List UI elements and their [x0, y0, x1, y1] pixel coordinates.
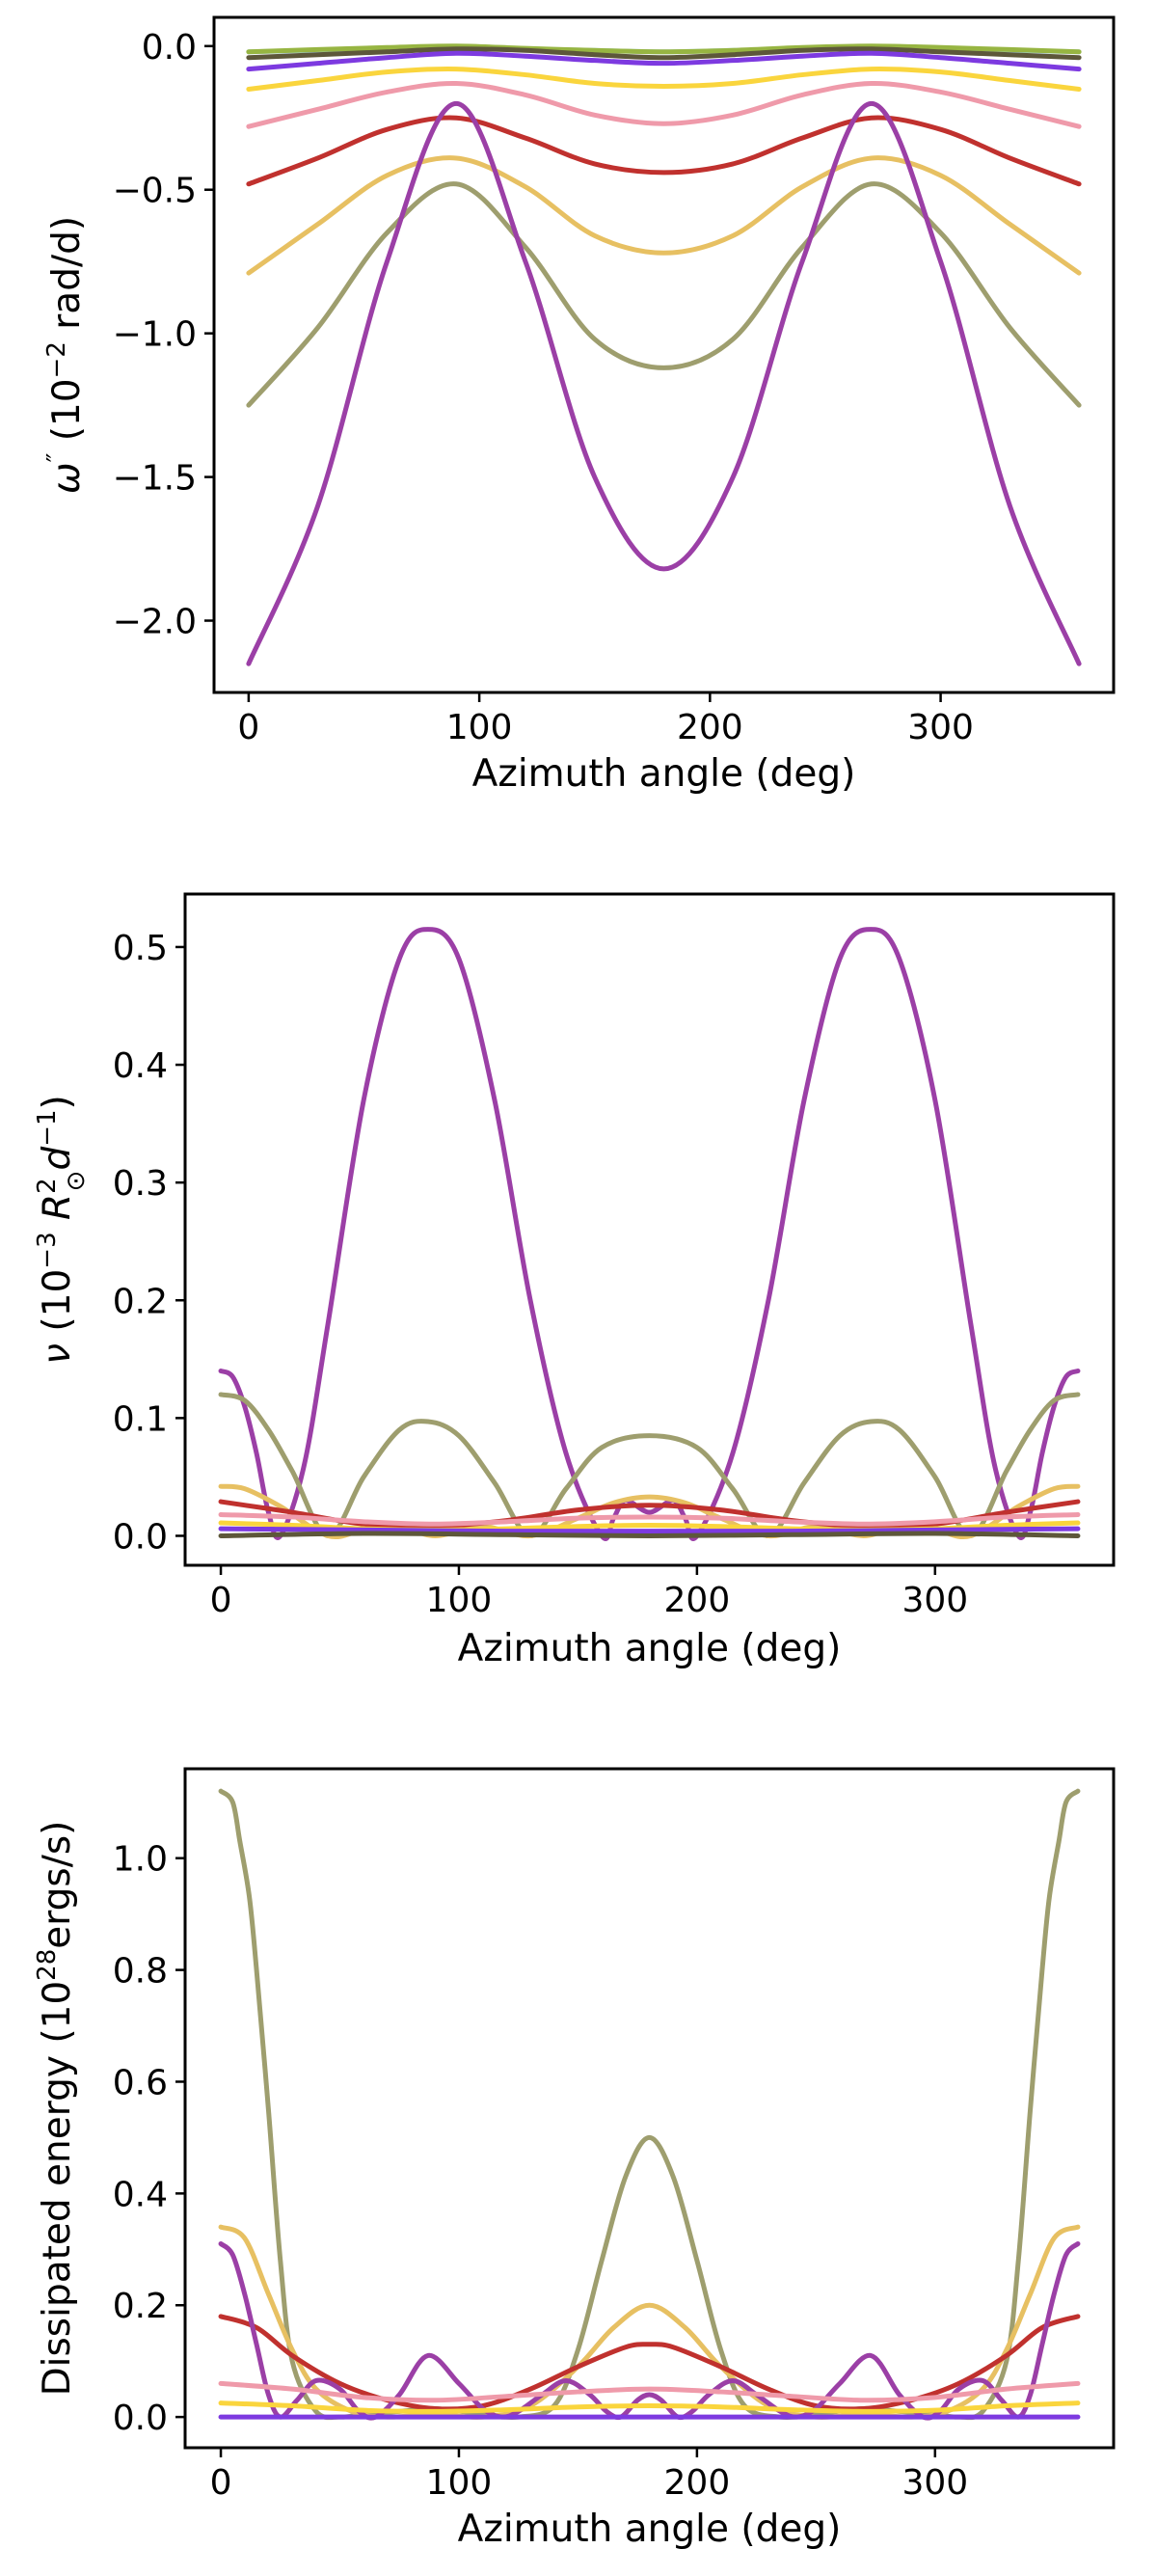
series-group [218, 927, 1081, 1541]
y-tick-label: 0.0 [113, 2399, 168, 2438]
x-tick-label: 300 [901, 1581, 968, 1620]
series-line-violet [218, 1526, 1081, 1534]
x-tick-label: 300 [901, 2463, 968, 2503]
series-line-gold [218, 2400, 1081, 2414]
y-tick-label: 0.2 [113, 1282, 168, 1321]
y-tick-label: 1.0 [113, 1840, 168, 1880]
series-line-olive [246, 181, 1082, 408]
y-tick-label: 0.6 [113, 2063, 168, 2102]
series-line-tan [218, 2224, 1081, 2420]
x-tick-label: 100 [426, 2463, 493, 2503]
y-tick-label: −0.5 [113, 172, 197, 211]
y-axis-label: ν (10−3 R2⊙d−1) [33, 1095, 91, 1365]
y-tick-label: 0.4 [113, 2175, 168, 2214]
x-tick-label: 100 [426, 1581, 493, 1620]
y-tick-label: −1.5 [113, 459, 197, 499]
y-axis-label: ω″ (10−2 rad/d) [42, 216, 89, 494]
x-axis-label: Azimuth angle (deg) [458, 1627, 842, 1670]
y-tick-label: 0.5 [113, 929, 168, 968]
x-tick-label: 200 [664, 2463, 731, 2503]
series-line-purple [218, 2241, 1081, 2421]
series-line-red [246, 115, 1082, 187]
series-group [246, 43, 1082, 666]
x-axis-label: Azimuth angle (deg) [458, 2508, 842, 2551]
series-line-pink [218, 2380, 1081, 2403]
y-tick-label: −1.0 [113, 315, 197, 355]
series-line-olive [218, 1788, 1081, 2421]
series-line-pink [246, 81, 1082, 129]
x-tick-label: 100 [446, 708, 513, 747]
series-line-darkolive [218, 1531, 1081, 1538]
series-line-gold [246, 67, 1082, 92]
y-tick-label: 0.3 [113, 1164, 168, 1204]
series-line-lightgreen [246, 43, 1082, 55]
chart-3: 0 100 200 300 0.0 0.2 0.4 0.6 0.8 1.0 Azimuth angl… [33, 1767, 1116, 2551]
x-tick-label: 0 [210, 2463, 232, 2503]
chart-1: 0 100 200 300 0.0 −0.5 −1.0 −1.5 −2.0 Azimuth ang… [42, 15, 1116, 796]
series-line-tan [246, 155, 1082, 276]
series-line-pink [218, 1511, 1081, 1527]
y-tick-label: 0.8 [113, 1952, 168, 1992]
series-line-purple [218, 927, 1081, 1541]
y-tick-label: 0.1 [113, 1399, 168, 1439]
x-tick-label: 300 [907, 708, 974, 747]
plot-frame [212, 15, 1116, 694]
y-axis-label: Dissipated energy (1028ergs/s) [33, 1821, 79, 2397]
y-tick-label: −2.0 [113, 603, 197, 642]
x-axis-label: Azimuth angle (deg) [472, 752, 856, 796]
x-tick-label: 0 [237, 708, 259, 747]
y-tick-label: 0.4 [113, 1046, 168, 1086]
series-line-red [218, 2314, 1081, 2412]
plot-frame [183, 892, 1116, 1567]
x-tick-label: 200 [664, 1581, 731, 1620]
y-tick-label: 0.0 [142, 28, 197, 68]
series-line-violet [246, 50, 1082, 72]
y-tick-label: 0.0 [113, 1517, 168, 1557]
chart-2: 0 100 200 300 0.0 0.1 0.2 0.3 0.4 0.5 Azimuth angl… [33, 892, 1116, 1670]
series-line-darkolive [246, 46, 1082, 61]
x-tick-label: 200 [677, 708, 743, 747]
series-group [218, 1788, 1081, 2421]
series-line-purple [246, 100, 1082, 666]
plot-frame [183, 1767, 1116, 2450]
y-tick-label: 0.2 [113, 2287, 168, 2326]
x-tick-label: 0 [210, 1581, 232, 1620]
